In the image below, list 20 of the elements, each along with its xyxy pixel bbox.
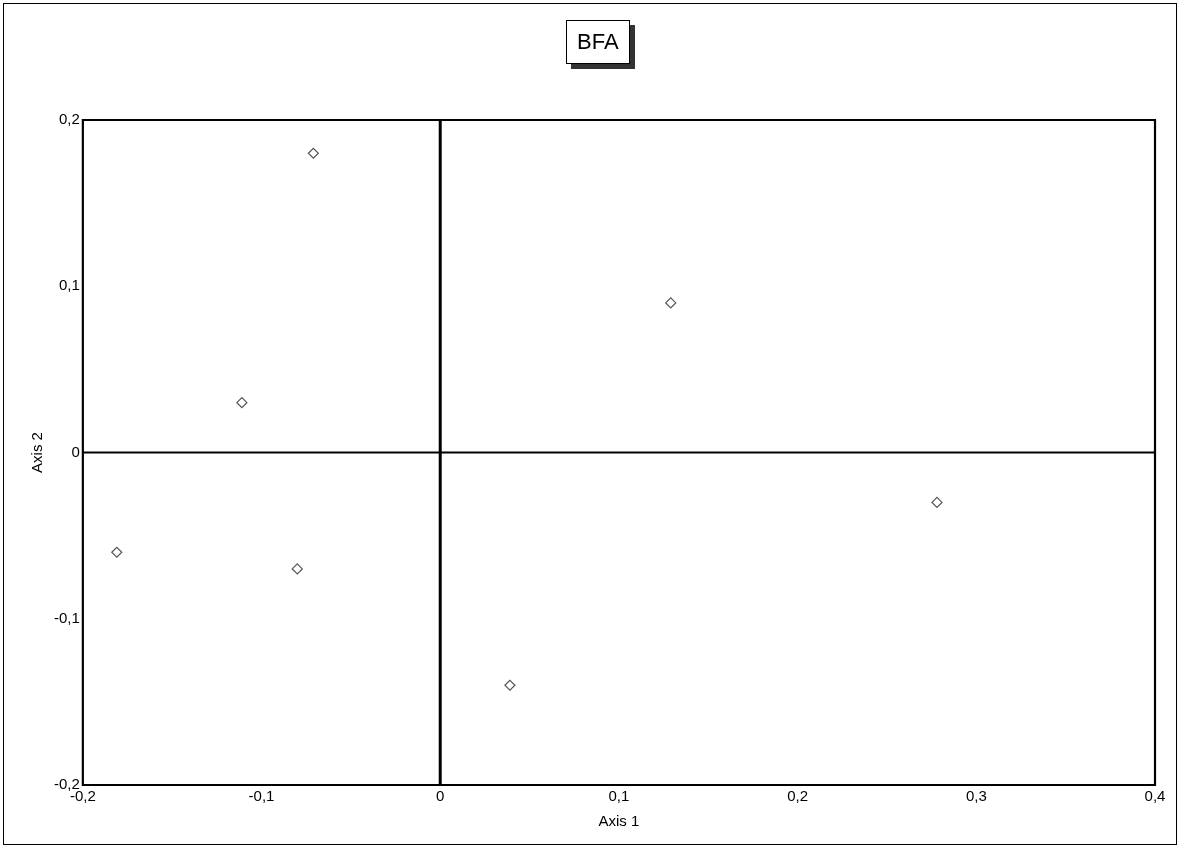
- chart-title: BFA: [566, 20, 630, 64]
- x-tick-label: 0,2: [787, 787, 809, 805]
- x-tick-label: 0,1: [608, 787, 630, 805]
- y-tick-label: 0,1: [58, 276, 80, 294]
- y-tick-label: -0,1: [53, 608, 80, 626]
- point: [931, 496, 943, 508]
- y-axis-title: Axis 2: [28, 432, 46, 473]
- point: [665, 297, 677, 309]
- point: [307, 147, 319, 159]
- point: [504, 679, 516, 691]
- x-tick-label: 0: [436, 787, 445, 805]
- x-tick-label: -0,1: [248, 787, 275, 805]
- y-tick-label: 0,2: [58, 110, 80, 128]
- x-tick-label: 0,3: [965, 787, 987, 805]
- point: [291, 563, 303, 575]
- point: [111, 546, 123, 558]
- y-tick-label: 0: [71, 442, 80, 460]
- x-tick-label: 0,4: [1144, 787, 1166, 805]
- point: [236, 397, 248, 409]
- x-axis-title: Axis 1: [598, 812, 640, 830]
